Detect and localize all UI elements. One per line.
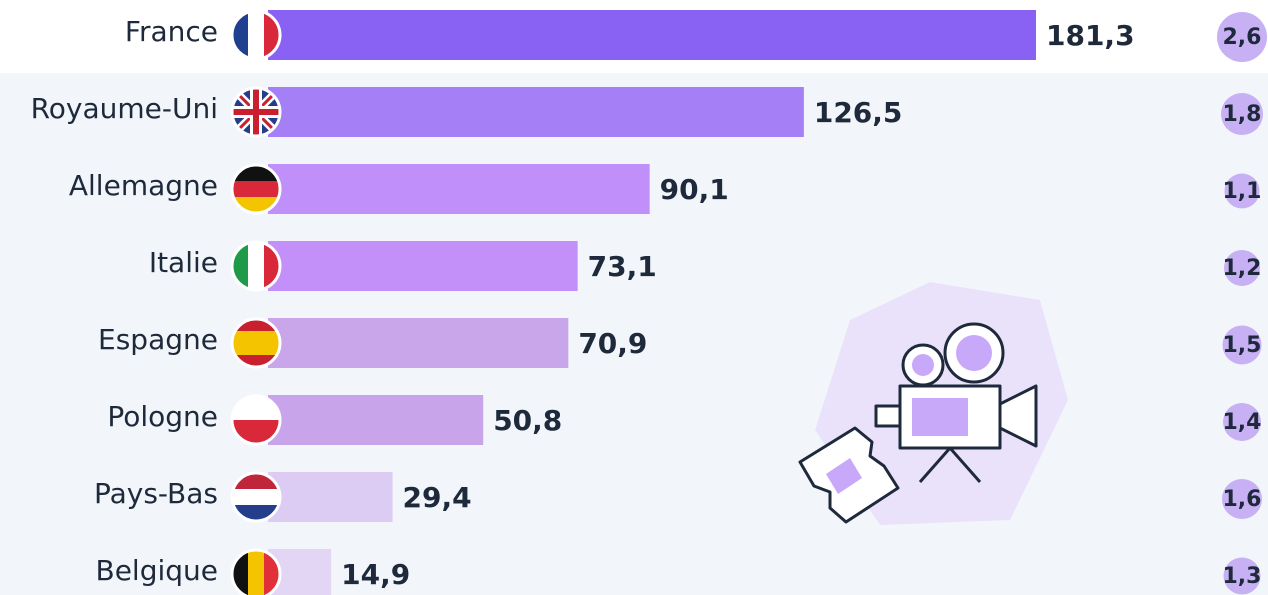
category-label: France (125, 15, 218, 48)
flag-stripe (232, 343, 280, 356)
bar (268, 10, 1036, 60)
value-label: 70,9 (578, 327, 647, 360)
bar (268, 87, 804, 137)
flag-icon (232, 11, 281, 59)
value-label: 90,1 (660, 173, 729, 206)
value-label: 181,3 (1046, 19, 1135, 52)
category-label: Belgique (95, 554, 218, 587)
ratio-label: 1,3 (1223, 564, 1262, 589)
flag-icon (232, 473, 280, 522)
flag-icon (232, 242, 281, 290)
value-label: 29,4 (403, 481, 472, 514)
bar (268, 164, 650, 214)
flag-icon (232, 319, 280, 368)
ratio-label: 1,5 (1223, 333, 1262, 358)
ratio-label: 1,2 (1223, 256, 1262, 281)
category-label: Royaume-Uni (31, 92, 218, 125)
category-label: Allemagne (69, 169, 218, 202)
flag-icon (232, 88, 280, 136)
flag-stripe (248, 11, 265, 59)
chart: 181,3 2,6 France 126,5 1,8 Royaume-Uni 90,1 1,1… (0, 0, 1268, 595)
value-label: 73,1 (588, 250, 657, 283)
ratio-label: 1,4 (1223, 410, 1262, 435)
camera-illustration (800, 282, 1068, 525)
bar (268, 241, 578, 291)
flag-icon (232, 165, 280, 214)
category-label: Espagne (98, 323, 218, 356)
ratio-label: 1,6 (1223, 487, 1262, 512)
flag-stripe (248, 550, 265, 595)
category-label: Italie (149, 246, 218, 279)
bar (268, 395, 483, 445)
ratio-label: 2,6 (1223, 25, 1262, 50)
flag-stripe (232, 331, 280, 344)
category-label: Pays-Bas (94, 477, 218, 510)
category-label: Pologne (107, 400, 218, 433)
ratio-label: 1,1 (1223, 179, 1262, 204)
value-label: 50,8 (493, 404, 562, 437)
flag-icon (232, 396, 280, 445)
bar (268, 318, 568, 368)
value-label: 126,5 (814, 96, 903, 129)
bar (268, 472, 393, 522)
ratio-label: 1,8 (1223, 102, 1262, 127)
flag-stripe (232, 181, 280, 198)
flag-stripe (248, 242, 265, 290)
value-label: 14,9 (341, 558, 410, 591)
flag-stripe (232, 489, 280, 506)
flag-icon (232, 550, 281, 595)
